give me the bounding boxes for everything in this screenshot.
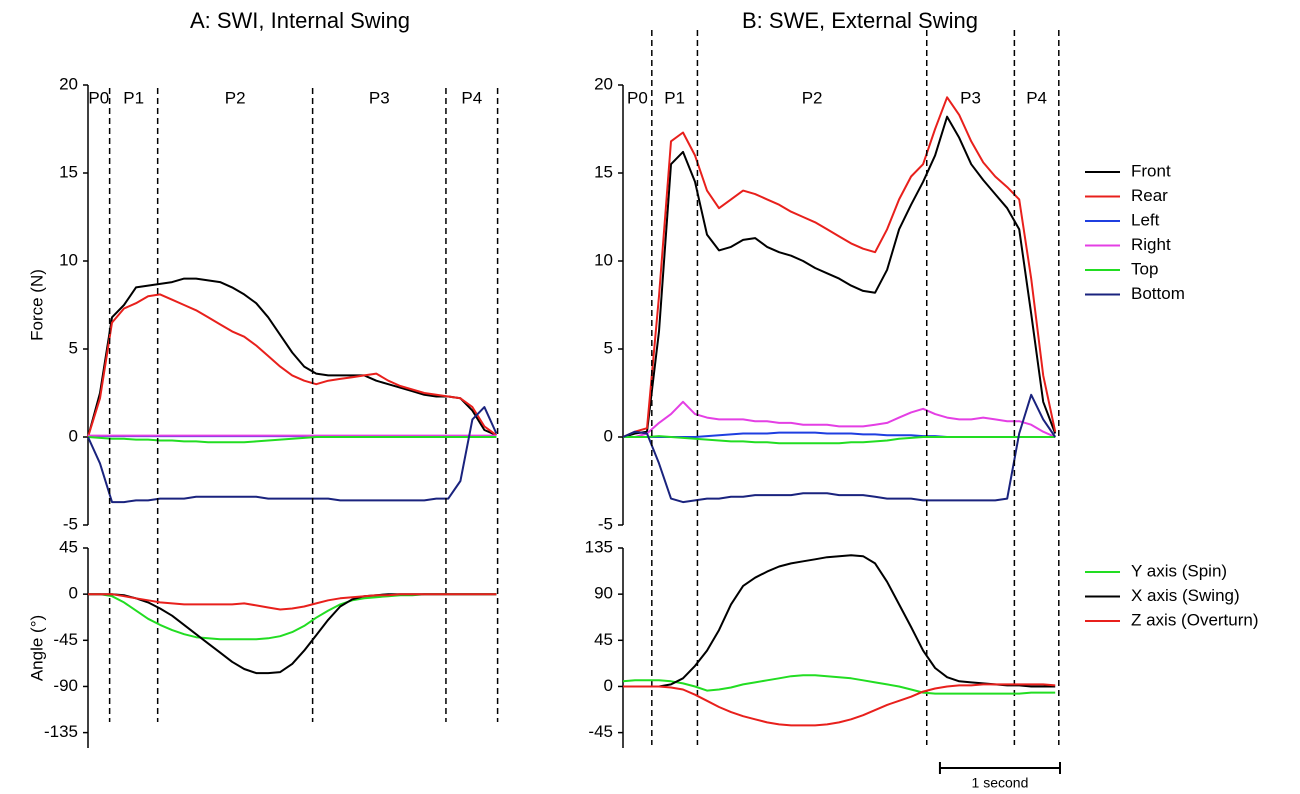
y-tick-label: 20 [594, 74, 613, 93]
series-line [623, 400, 1056, 438]
phase-label: P2 [802, 88, 823, 107]
series-line [622, 115, 1057, 438]
scale-bar-label: 1 second [972, 775, 1029, 791]
phase-label: P3 [960, 88, 981, 107]
y-tick-label: 135 [585, 537, 613, 556]
legend-label: Left [1131, 210, 1160, 229]
phase-label: P2 [225, 88, 246, 107]
y-tick-label: -90 [53, 676, 78, 695]
phase-label: P4 [461, 88, 482, 107]
y-tick-label: -5 [598, 514, 613, 533]
phase-label: P3 [369, 88, 390, 107]
legend-label: Rear [1131, 186, 1168, 205]
series-line [87, 293, 497, 438]
phase-label: P4 [1026, 88, 1047, 107]
y-tick-label: 10 [594, 250, 613, 269]
series-line [623, 683, 1056, 727]
legend-label: Bottom [1131, 284, 1185, 303]
legend-label: Y axis (Spin) [1131, 561, 1227, 580]
legend-label: X axis (Swing) [1131, 586, 1240, 605]
series-line [622, 674, 1056, 695]
series-line [622, 96, 1057, 438]
y-tick-label: 0 [69, 426, 78, 445]
series-line [87, 436, 497, 444]
series-line [88, 593, 497, 611]
y-tick-label: 0 [604, 676, 613, 695]
series-line [623, 554, 1056, 688]
series-line [88, 593, 497, 675]
y-tick-label: 45 [59, 537, 78, 556]
y-tick-label: 0 [69, 584, 78, 603]
y-tick-label: 5 [604, 338, 613, 357]
y-tick-label: -45 [588, 722, 613, 741]
y-tick-label: -5 [63, 514, 78, 533]
y-tick-label: -45 [53, 630, 78, 649]
y-tick-label: 90 [594, 584, 613, 603]
y-axis-label: Force (N) [27, 269, 46, 341]
phase-label: P0 [627, 88, 648, 107]
series-line [622, 393, 1057, 504]
legend-label: Front [1131, 161, 1171, 180]
y-tick-label: 5 [69, 338, 78, 357]
phase-label: P1 [123, 88, 144, 107]
chart-title: A: SWI, Internal Swing [190, 8, 410, 33]
y-tick-label: 15 [59, 162, 78, 181]
legend-label: Right [1131, 235, 1171, 254]
phase-label: P1 [664, 88, 685, 107]
y-tick-label: 45 [594, 630, 613, 649]
chart-title: B: SWE, External Swing [742, 8, 978, 33]
legend-label: Z axis (Overturn) [1131, 610, 1259, 629]
phase-label: P0 [88, 88, 109, 107]
y-axis-label: Angle (°) [27, 615, 46, 681]
series-line [87, 277, 497, 438]
y-tick-label: 0 [604, 426, 613, 445]
legend-label: Top [1131, 259, 1158, 278]
y-tick-label: -135 [44, 722, 78, 741]
y-tick-label: 15 [594, 162, 613, 181]
y-tick-label: 20 [59, 74, 78, 93]
series-line [623, 435, 1056, 445]
y-tick-label: 10 [59, 250, 78, 269]
series-line [87, 406, 498, 504]
